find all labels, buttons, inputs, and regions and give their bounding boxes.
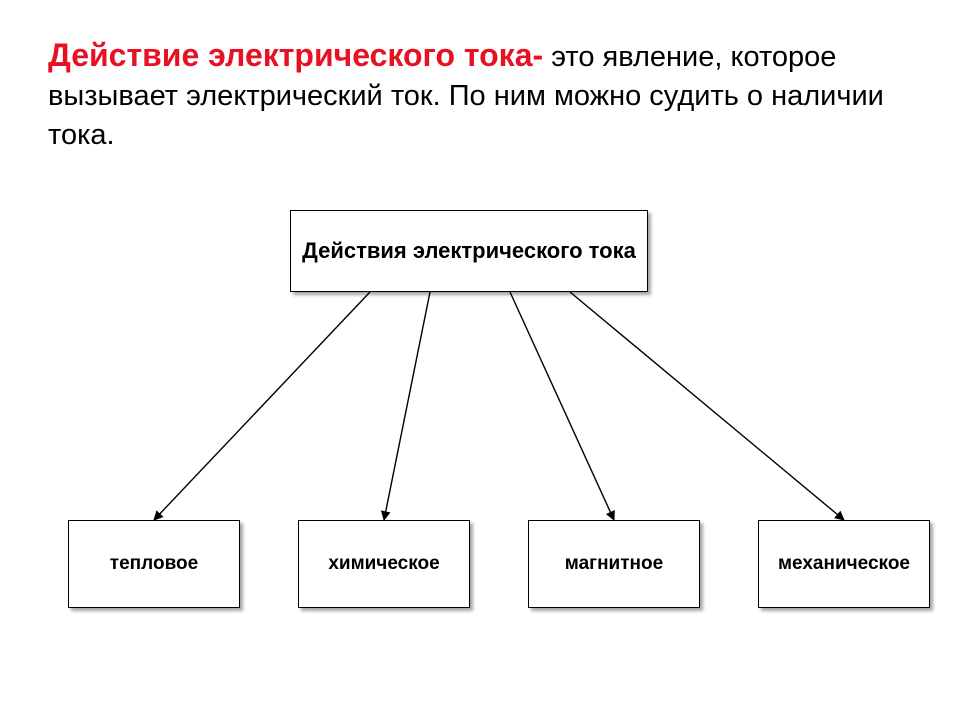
slide: Действие электрического тока- это явлени… [0,0,960,720]
edge-root-c2 [384,292,430,520]
child-node-label: химическое [328,553,439,575]
child-node-thermal: тепловое [68,520,240,608]
diagram-connectors [0,0,960,720]
root-node: Действия электрического тока [290,210,648,292]
child-node-label: тепловое [110,553,198,575]
child-node-magnetic: магнитное [528,520,700,608]
edge-root-c1 [154,292,370,520]
child-node-label: магнитное [565,553,663,575]
child-node-mechanical: механическое [758,520,930,608]
child-node-chemical: химическое [298,520,470,608]
edge-root-c3 [510,292,614,520]
edge-root-c4 [570,292,844,520]
root-node-label: Действия электрического тока [302,238,636,264]
child-node-label: механическое [778,553,910,575]
diagram: Действия электрического тока тепловое хи… [0,0,960,720]
